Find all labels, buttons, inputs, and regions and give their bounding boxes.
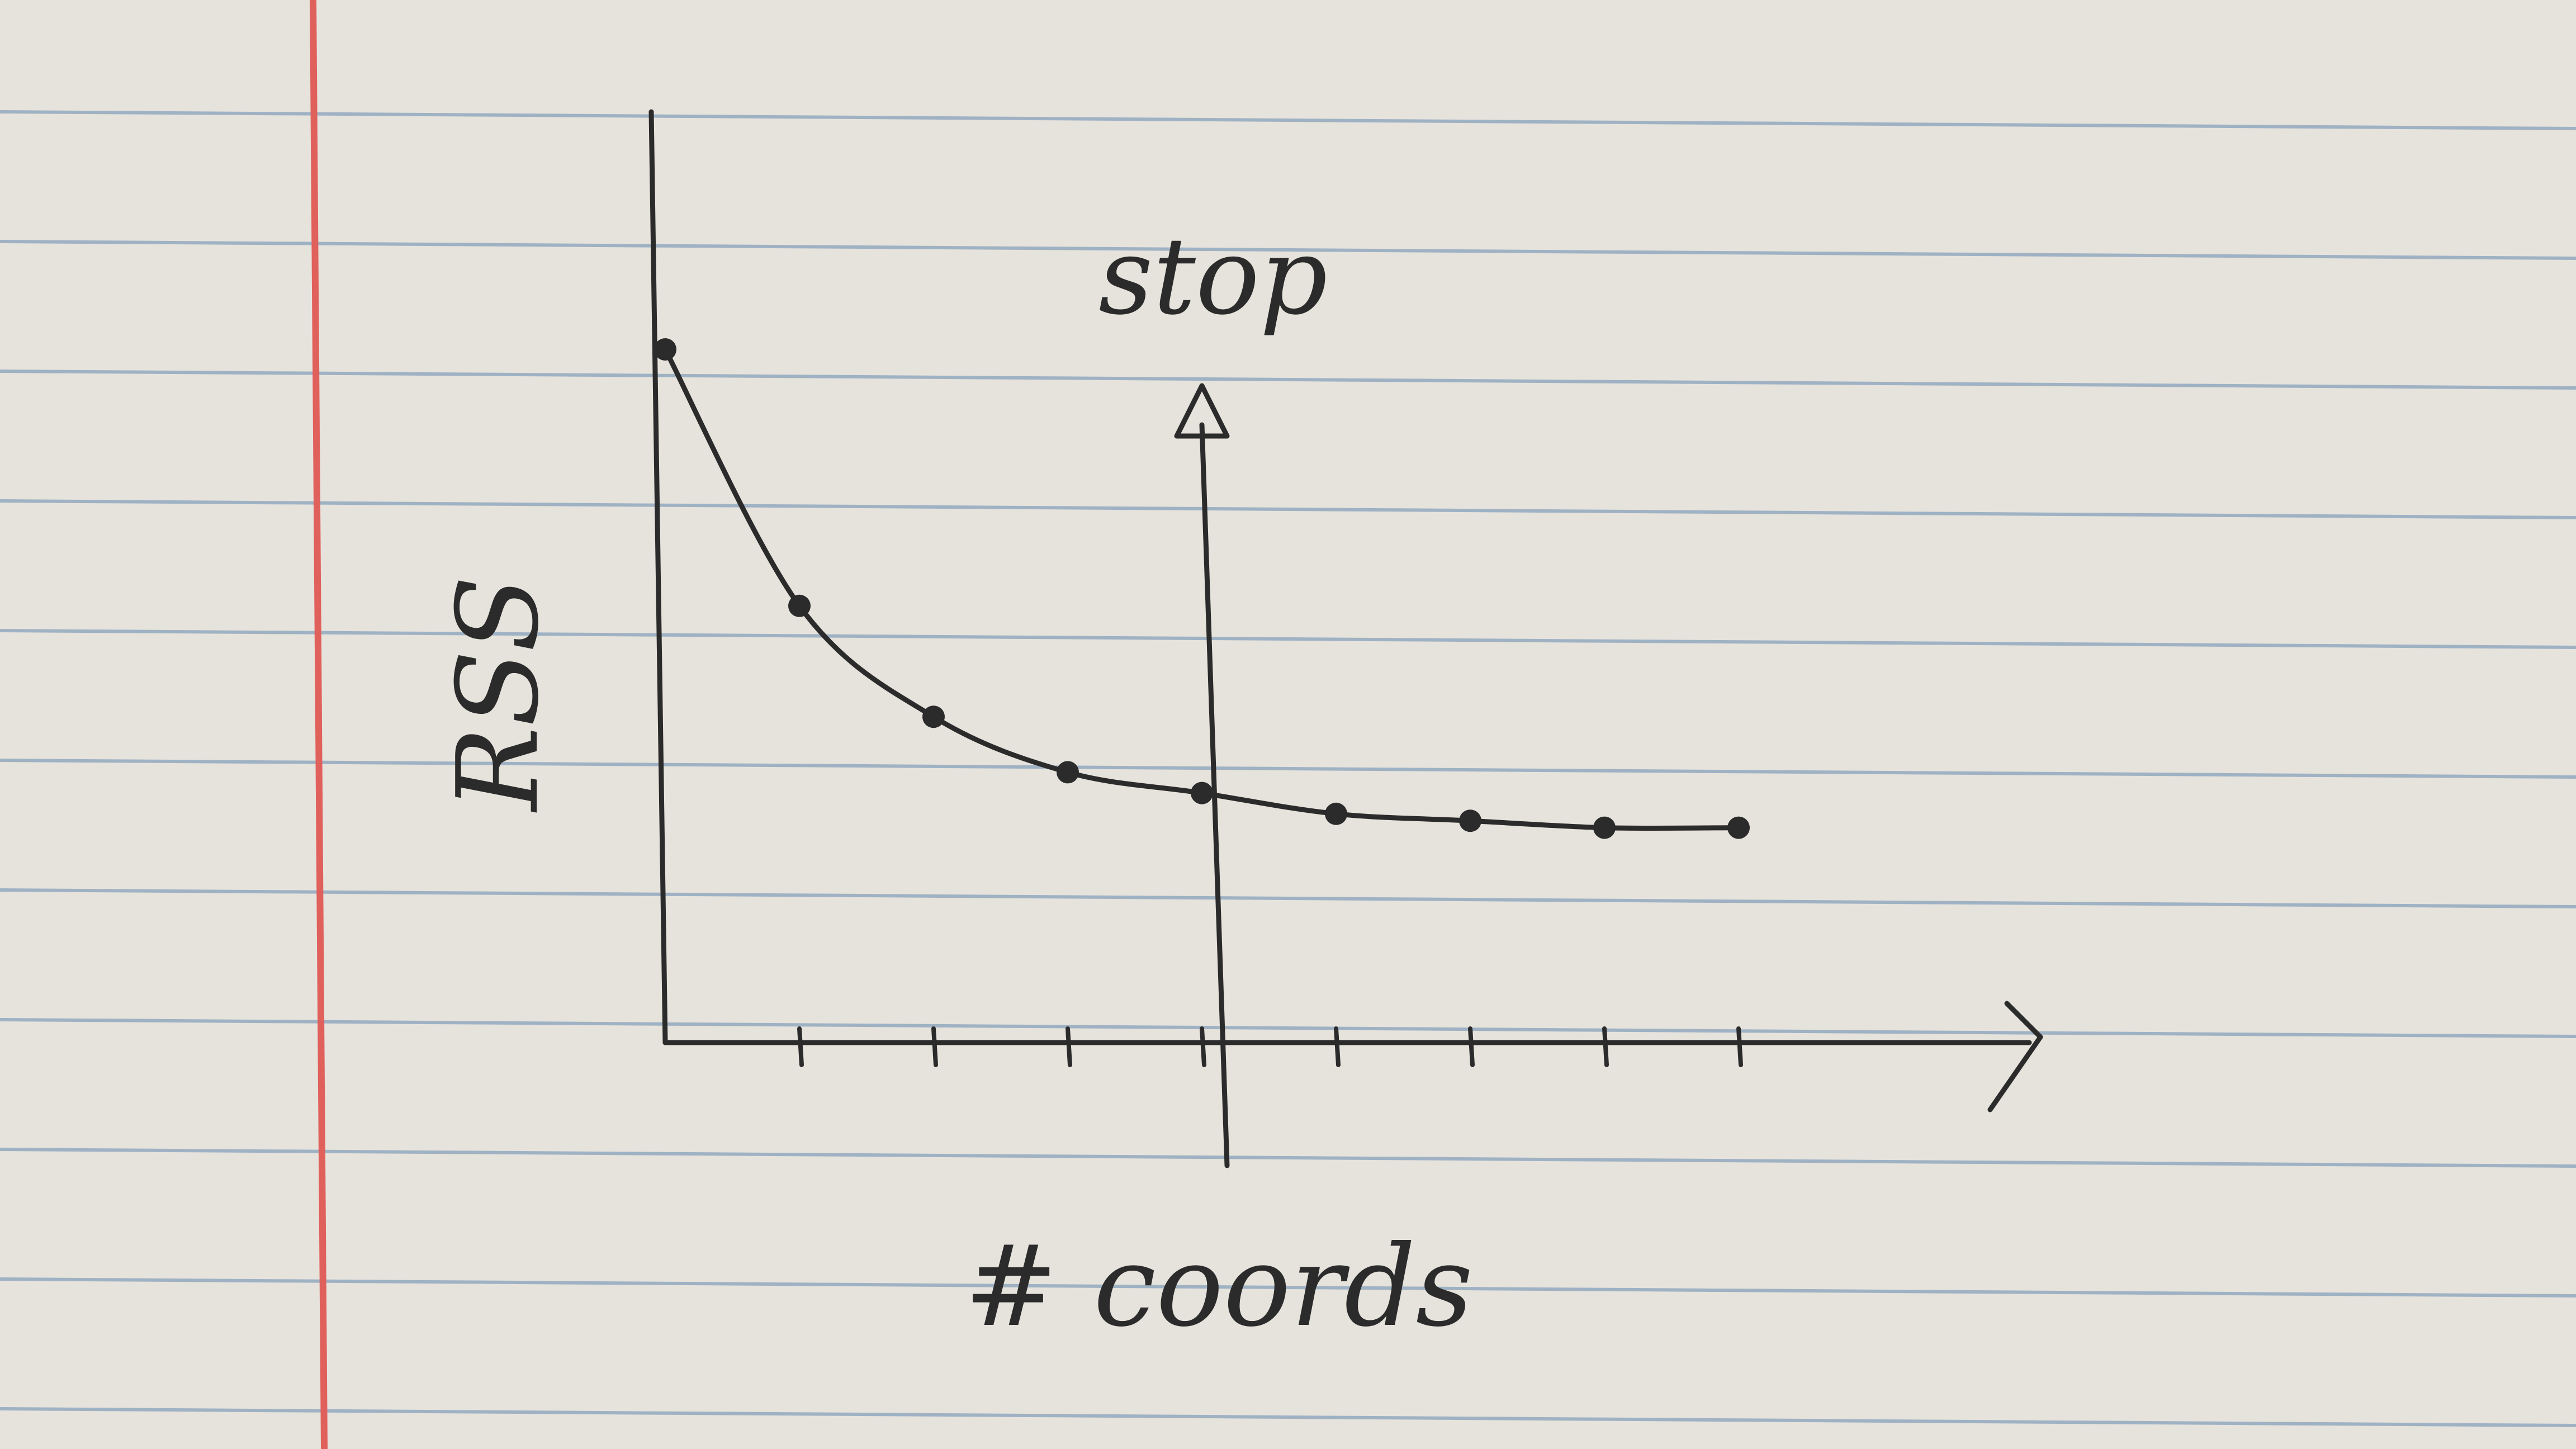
x-axis-ticks (797, 1026, 1743, 1067)
x-axis-arrowhead (1987, 1001, 2043, 1112)
data-point-4 (1191, 782, 1213, 804)
data-point-8 (1727, 816, 1750, 839)
data-point-2 (922, 705, 945, 728)
stop-arrowhead (1174, 383, 1230, 439)
x-tick-5 (1468, 1026, 1475, 1067)
ruled-line-4 (0, 629, 2576, 649)
ruled-line-1 (0, 240, 2576, 260)
data-points (654, 338, 1750, 839)
data-point-7 (1593, 816, 1616, 839)
x-tick-0 (797, 1026, 804, 1067)
x-tick-7 (1736, 1026, 1743, 1067)
data-point-6 (1459, 809, 1481, 832)
axes (648, 109, 2043, 1112)
y-axis-line (648, 109, 668, 1045)
ruled-line-10 (0, 1407, 2576, 1427)
ruled-line-6 (0, 888, 2576, 908)
data-point-3 (1057, 761, 1079, 784)
x-tick-1 (931, 1026, 938, 1067)
annotations (1174, 383, 1230, 1168)
stop-annotation-label: stop (1098, 215, 1328, 338)
data-point-1 (788, 594, 811, 617)
x-axis-label: # coords (964, 1221, 1473, 1352)
y-axis-label: RSS (433, 575, 564, 813)
ruled-line-9 (0, 1277, 2576, 1298)
x-tick-2 (1066, 1026, 1072, 1067)
ruled-line-2 (0, 370, 2576, 390)
ruled-line-3 (0, 499, 2576, 519)
ruled-line-8 (0, 1148, 2576, 1168)
data-point-0 (654, 338, 676, 361)
ruled-line-5 (0, 759, 2576, 779)
ruled-line-7 (0, 1018, 2576, 1038)
x-tick-4 (1334, 1026, 1341, 1067)
data-point-5 (1325, 802, 1347, 825)
series-line (662, 347, 1741, 831)
margin-line (310, 0, 328, 1449)
x-tick-3 (1200, 1026, 1206, 1067)
stop-arrow-line (1199, 422, 1230, 1168)
x-tick-6 (1602, 1026, 1609, 1067)
ruled-line-0 (0, 110, 2576, 130)
